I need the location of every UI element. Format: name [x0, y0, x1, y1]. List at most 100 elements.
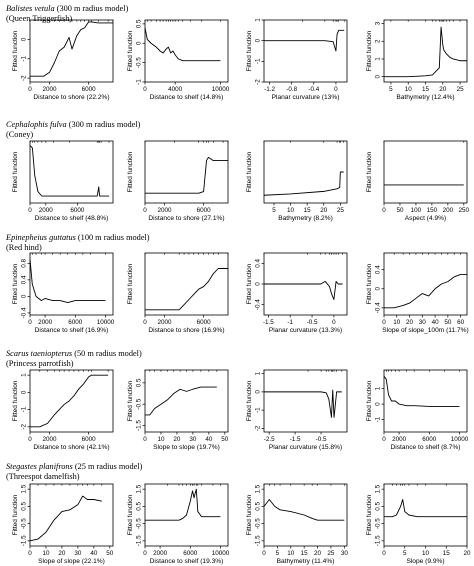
- x-tick-label: 2000: [39, 207, 54, 214]
- plot-frame: [29, 369, 114, 433]
- y-tick-label: 0.4: [21, 275, 28, 284]
- fitted-function-line: [145, 386, 217, 416]
- x-tick-label: 0: [143, 207, 147, 214]
- x-tick-label: 0: [332, 319, 336, 326]
- x-axis-label: Aspect (4.9%): [405, 215, 446, 222]
- y-tick-label: 1: [255, 18, 262, 22]
- x-axis-label: Planar curvature (15.8%): [269, 444, 342, 451]
- x-tick-label: 10: [405, 86, 413, 93]
- x-tick-label: 5: [403, 550, 407, 557]
- y-tick-label: -1: [255, 407, 262, 413]
- y-tick-label: 0.5: [255, 502, 262, 511]
- plot-frame: [383, 369, 468, 433]
- x-tick-label: 50: [444, 319, 452, 326]
- panel: 5 10 15 20 25 0 1 2 3 Fitted function Bathymetry (…: [366, 19, 468, 101]
- x-tick-label: 5: [272, 207, 276, 214]
- panel: 0 2000 6000 Fitted function Distance to shor…: [127, 140, 229, 222]
- y-tick-label: -2: [255, 425, 262, 431]
- x-tick-label: 2000: [38, 319, 53, 326]
- common-name: (Threespot damelfish): [6, 472, 80, 481]
- y-tick-label: -1.5: [136, 535, 143, 546]
- y-axis-label: Fitted function: [366, 30, 373, 71]
- x-tick-label: 2000: [392, 436, 407, 443]
- fitted-function-line: [263, 171, 344, 196]
- x-tick-label: 6000: [68, 319, 83, 326]
- y-tick-label: -1: [375, 416, 382, 422]
- x-tick-label: 5: [276, 550, 280, 557]
- x-tick-label: 6000: [82, 436, 97, 443]
- fitted-function-line: [384, 499, 467, 518]
- fitted-function-line: [145, 268, 228, 311]
- y-axis-label: Fitted function: [366, 151, 373, 192]
- x-tick-label: 0: [143, 436, 147, 443]
- common-name: (Princess parrotfish): [6, 359, 74, 368]
- x-tick-label: 30: [189, 436, 197, 443]
- x-tick-label: -0.8: [286, 86, 297, 93]
- y-tick-label: -1: [255, 58, 262, 64]
- y-tick-label: -1: [21, 55, 28, 61]
- y-axis-label: Fitted function: [246, 151, 253, 192]
- fitted-function-line: [145, 488, 221, 521]
- x-tick-label: 0: [28, 436, 32, 443]
- x-tick-label: 0: [28, 86, 32, 93]
- x-tick-label: 0: [28, 207, 32, 214]
- y-tick-label: 2: [375, 39, 382, 43]
- y-tick-label: 0.5: [136, 19, 143, 28]
- y-tick-label: 1.5: [375, 484, 382, 493]
- y-axis-label: Fitted function: [246, 30, 253, 71]
- model-label: (100 m radius model): [75, 233, 150, 242]
- x-tick-label: 6000: [183, 550, 198, 557]
- y-tick-label: 0: [375, 74, 382, 78]
- y-tick-label: -1.5: [136, 420, 143, 431]
- x-tick-label: 25: [327, 550, 335, 557]
- x-tick-label: 2000: [43, 86, 58, 93]
- x-axis-label: Distance to shelf (8.7%): [391, 444, 461, 451]
- x-tick-label: 10: [393, 319, 401, 326]
- panel: -2.5 -1.5 -0.5 -2 -1 0 1 Fitted function Planar …: [246, 369, 348, 451]
- plot-frame: [144, 19, 229, 83]
- y-tick-label: 1.5: [255, 484, 262, 493]
- y-axis-label: Fitted function: [127, 380, 134, 421]
- plot-frame: [29, 483, 114, 547]
- common-name: (Queen Triggerfish): [6, 14, 73, 23]
- y-tick-label: -1.5: [21, 535, 28, 546]
- y-axis-label: Fitted function: [12, 263, 19, 304]
- panel: 0 2000 6000 Fitted function Distance to shel…: [12, 140, 114, 222]
- y-tick-label: -0.5: [136, 398, 143, 409]
- y-axis-label: Fitted function: [12, 494, 19, 535]
- plot-frame: [263, 19, 348, 83]
- row-title: Stegastes planifrons (25 m radius model)…: [6, 462, 142, 482]
- x-tick-label: 20: [320, 207, 328, 214]
- x-tick-label: 0: [382, 207, 386, 214]
- model-label: (300 m radius model): [54, 4, 129, 13]
- x-tick-label: 0: [143, 86, 147, 93]
- fitted-function-line: [383, 375, 460, 407]
- y-axis-label: Fitted function: [12, 151, 19, 192]
- x-tick-label: 250: [459, 207, 470, 214]
- x-axis-label: Distance to shelf (16.9%): [35, 327, 109, 334]
- x-tick-label: 6000: [422, 436, 437, 443]
- fitted-function-line: [264, 280, 343, 300]
- y-tick-label: -0.5: [255, 518, 262, 529]
- x-tick-label: 2000: [158, 207, 173, 214]
- x-tick-label: 0: [143, 319, 147, 326]
- x-axis-label: Slope of slope (22.1%): [38, 558, 105, 565]
- x-tick-label: 20: [463, 550, 471, 557]
- plot-frame: [383, 140, 468, 204]
- row-title: Epinepheius guttatus (100 m radius model…: [6, 233, 150, 253]
- y-axis-label: Fitted function: [246, 494, 253, 535]
- x-tick-label: 10: [422, 550, 430, 557]
- plot-frame: [263, 140, 348, 204]
- row-title: Scarus taeniopterus (50 m radius model)(…: [6, 349, 142, 369]
- x-tick-label: 10000: [212, 86, 230, 93]
- x-axis-label: Distance to shelf (19.3%): [150, 558, 224, 565]
- x-tick-label: 25: [337, 207, 345, 214]
- y-tick-label: 0: [255, 282, 262, 286]
- plot-frame: [29, 19, 114, 83]
- x-tick-label: 0: [382, 436, 386, 443]
- y-tick-label: 1.5: [21, 484, 28, 493]
